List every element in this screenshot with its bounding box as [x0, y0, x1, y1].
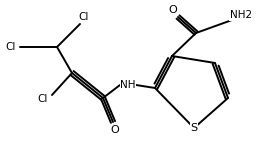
Text: Cl: Cl — [6, 42, 16, 52]
Text: S: S — [190, 123, 198, 133]
Text: NH: NH — [120, 80, 136, 90]
Text: Cl: Cl — [79, 12, 89, 22]
Text: O: O — [111, 125, 119, 135]
Text: Cl: Cl — [38, 94, 48, 104]
Text: NH2: NH2 — [230, 10, 252, 20]
Text: O: O — [169, 5, 178, 15]
